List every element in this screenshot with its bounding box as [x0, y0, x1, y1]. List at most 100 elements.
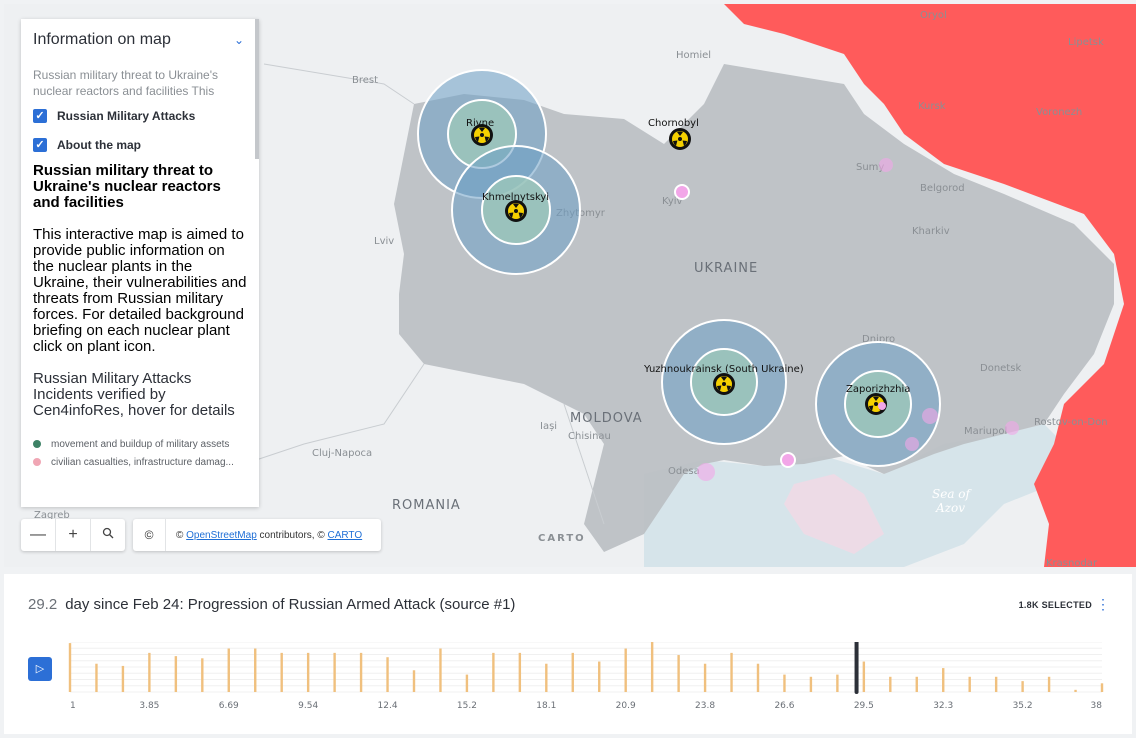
legend-dot	[33, 458, 41, 466]
zoom-out-button[interactable]: —	[30, 526, 46, 543]
info-panel-title: Information on map	[33, 31, 171, 48]
zoom-in-button[interactable]: +	[55, 519, 90, 551]
timeline-bar	[598, 661, 601, 692]
about-title: Russian military threat to Ukraine's nuc…	[33, 162, 221, 211]
city-label: Brest	[352, 75, 378, 86]
checkbox-checked-icon[interactable]: ✓	[33, 137, 47, 152]
info-scrollbar[interactable]	[255, 19, 259, 159]
timeline-bar	[492, 652, 495, 692]
timeline-bar	[306, 652, 310, 692]
attack-marker[interactable]	[1005, 421, 1019, 435]
city-label: Dnipro	[862, 334, 895, 345]
attr-prefix: ©	[176, 529, 187, 541]
timeline-bar	[412, 670, 416, 692]
tick-label: 12.4	[378, 701, 398, 711]
timeline-bar	[703, 663, 707, 692]
country-label: ROMANIA	[392, 498, 461, 513]
nuclear-icon[interactable]	[505, 200, 527, 222]
more-options-icon[interactable]: ⋮	[1096, 596, 1110, 612]
nuclear-icon[interactable]	[713, 373, 735, 395]
city-label: Lipetsk	[1068, 37, 1104, 48]
info-subtitle: Russian military threat to Ukraine's nuc…	[33, 68, 219, 98]
city-label: Kharkiv	[912, 226, 950, 237]
plant-label: Zaporizhzhia	[846, 384, 910, 395]
timeline-handle[interactable]	[854, 642, 859, 694]
info-panel[interactable]: Information on map ⌄ Russian military th…	[21, 19, 259, 507]
city-label: Kursk	[918, 101, 946, 112]
carto-logo: CARTO	[538, 533, 586, 544]
timeline-bar	[386, 657, 389, 692]
timeline-bar	[359, 652, 363, 692]
layer-toggle-attacks[interactable]: ✓ Russian Military Attacks	[21, 101, 259, 130]
timeline-chart[interactable]: 1 3.85 6.69 9.54 12.4 15.2 18.1 20.9 23.8 26.6 29.…	[66, 642, 1114, 712]
city-label: Cluj-Napoca	[312, 448, 372, 459]
timeline-panel: 29.2 day since Feb 24: Progression of Rus…	[4, 574, 1132, 734]
city-label: Homiel	[676, 50, 711, 61]
country-label: UKRAINE	[694, 261, 758, 276]
legend-item: movement and buildup of military assets	[33, 435, 247, 453]
attribution-text: © OpenStreetMap contributors, © CARTO	[166, 530, 362, 541]
info-panel-header[interactable]: Information on map ⌄	[21, 19, 259, 61]
tick-label: 32.3	[933, 701, 953, 711]
timeline-bar	[624, 648, 627, 692]
timeline-bar	[650, 642, 654, 692]
attack-marker[interactable]	[697, 463, 715, 481]
tick-label: 35.2	[1013, 701, 1033, 711]
tick-label: 1	[70, 701, 76, 711]
nuclear-icon[interactable]	[865, 393, 887, 415]
city-label: Oryol	[920, 10, 947, 21]
nuclear-icon[interactable]	[471, 124, 493, 146]
city-label: Mariupol	[964, 426, 1007, 437]
search-button[interactable]	[90, 519, 125, 551]
play-button[interactable]: ▷	[28, 657, 52, 681]
city-label: Krasnodar	[1046, 558, 1098, 567]
tick-label: 9.54	[298, 701, 318, 711]
chevron-down-icon[interactable]: ⌄	[233, 33, 245, 47]
about-description: This interactive map is aimed to provide…	[33, 226, 247, 355]
legend-label: movement and buildup of military assets	[51, 438, 230, 450]
attack-marker[interactable]	[674, 184, 690, 200]
selected-count: 1.8K SELECTED	[1018, 600, 1092, 610]
timeline-bar	[942, 668, 945, 692]
plant-label: Rivne	[466, 118, 494, 129]
attack-marker[interactable]	[879, 158, 893, 172]
timeline-bar	[915, 676, 918, 692]
sea-label: Azov	[935, 501, 965, 515]
city-label: Rostov-on-Don	[1034, 417, 1108, 428]
nuclear-icon[interactable]	[669, 128, 691, 150]
checkbox-checked-icon[interactable]: ✓	[33, 108, 47, 123]
attack-marker[interactable]	[780, 452, 796, 468]
attr-mid: contributors, ©	[256, 529, 328, 541]
timeline-bar	[227, 648, 230, 692]
attack-region	[784, 474, 884, 554]
city-label: Belgorod	[920, 183, 965, 194]
occupied-region	[724, 4, 1136, 567]
timeline-value: 29.2	[28, 596, 58, 613]
timeline-bar	[439, 648, 442, 692]
timeline-bar	[518, 652, 522, 692]
carto-link[interactable]: CARTO	[327, 529, 363, 541]
plant-label: Chornobyl	[648, 118, 699, 129]
osm-link[interactable]: OpenStreetMap	[186, 529, 257, 541]
timeline-bar	[836, 674, 839, 692]
timeline-bar	[174, 656, 178, 692]
timeline-bar	[809, 676, 813, 692]
incidents-description: Russian Military Attacks Incidents verif…	[33, 370, 235, 419]
copyright-icon[interactable]: ©	[133, 519, 166, 551]
layer-toggle-about[interactable]: ✓ About the map	[21, 130, 259, 159]
timeline-bar	[571, 652, 574, 692]
play-icon: ▷	[35, 663, 45, 675]
timeline-bar	[889, 676, 892, 692]
timeline-bar	[121, 665, 125, 692]
city-label: Kyiv	[662, 196, 683, 207]
attack-marker[interactable]	[922, 408, 938, 424]
legend-item: civilian casualties, infrastructure dama…	[33, 453, 247, 471]
timeline-bar	[677, 655, 680, 692]
tick-label: 20.9	[616, 701, 636, 711]
sea-label: Sea of	[932, 487, 973, 501]
timeline-bar	[465, 674, 469, 692]
plant-label: Yuzhnoukrainsk (South Ukraine)	[643, 364, 804, 375]
attack-marker[interactable]	[905, 437, 919, 451]
tick-label: 3.85	[139, 701, 159, 711]
legend-label: civilian casualties, infrastructure dama…	[51, 456, 234, 468]
